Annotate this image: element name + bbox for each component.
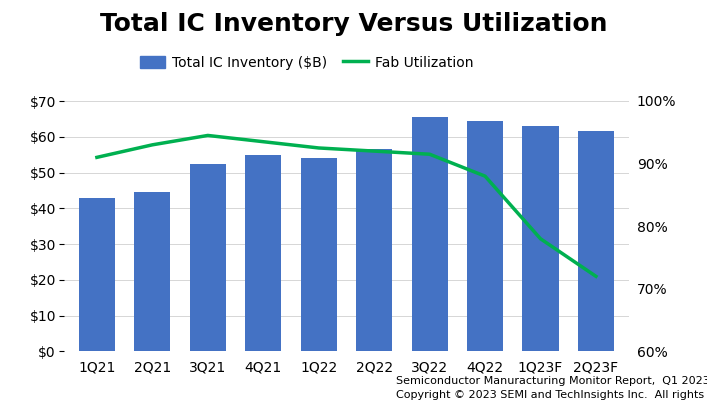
Bar	[134, 192, 170, 351]
Bar	[411, 117, 448, 351]
Text: Semiconductor Manuracturing Monitor Report,  Q1 2023 publication.
Copyright © 20: Semiconductor Manuracturing Monitor Repo…	[396, 376, 707, 400]
Bar	[79, 198, 115, 351]
Bar	[522, 126, 559, 351]
Bar	[300, 158, 337, 351]
Bar	[467, 121, 503, 351]
Bar	[245, 155, 281, 351]
Text: Total IC Inventory Versus Utilization: Total IC Inventory Versus Utilization	[100, 12, 607, 36]
Legend: Total IC Inventory ($B), Fab Utilization: Total IC Inventory ($B), Fab Utilization	[137, 53, 477, 72]
Bar	[189, 164, 226, 351]
Bar	[578, 131, 614, 351]
Bar	[356, 149, 392, 351]
